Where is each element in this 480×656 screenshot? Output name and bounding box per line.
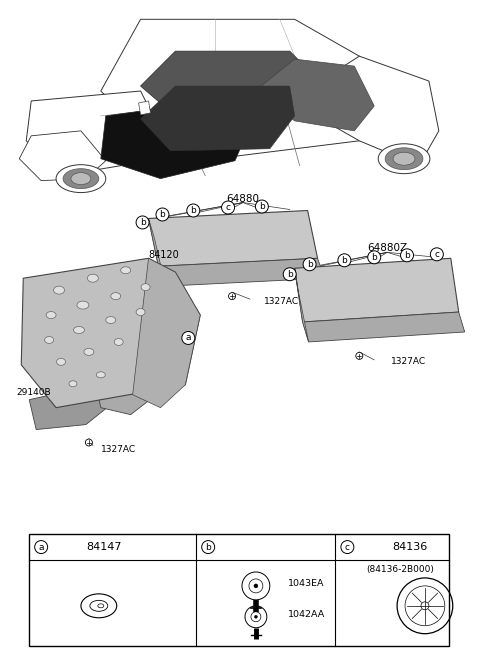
Circle shape <box>228 293 236 300</box>
Text: 1327AC: 1327AC <box>101 445 136 454</box>
Text: c: c <box>434 250 439 259</box>
Ellipse shape <box>71 173 91 184</box>
Ellipse shape <box>136 308 145 316</box>
Text: 64880: 64880 <box>227 194 260 203</box>
Text: 1043EA: 1043EA <box>288 579 324 588</box>
Ellipse shape <box>120 267 131 274</box>
Text: a: a <box>38 543 44 552</box>
Polygon shape <box>295 258 459 322</box>
Ellipse shape <box>96 372 105 378</box>
Text: 1327AC: 1327AC <box>391 358 426 366</box>
Ellipse shape <box>54 286 64 294</box>
Polygon shape <box>26 91 156 176</box>
Ellipse shape <box>141 283 150 291</box>
Ellipse shape <box>114 338 123 346</box>
Text: b: b <box>159 210 165 219</box>
Circle shape <box>85 439 92 446</box>
Ellipse shape <box>45 337 54 344</box>
Ellipse shape <box>106 317 116 323</box>
Bar <box>29 534 449 646</box>
Polygon shape <box>96 370 166 415</box>
Text: c: c <box>226 203 230 212</box>
Polygon shape <box>295 268 309 342</box>
Polygon shape <box>302 312 465 342</box>
Text: b: b <box>140 218 145 227</box>
Text: b: b <box>191 206 196 215</box>
Text: 64880Z: 64880Z <box>367 243 407 253</box>
Polygon shape <box>141 86 295 151</box>
Polygon shape <box>21 258 200 407</box>
Ellipse shape <box>56 165 106 193</box>
Ellipse shape <box>73 327 84 333</box>
Text: b: b <box>287 270 293 279</box>
Polygon shape <box>29 385 111 430</box>
Ellipse shape <box>69 380 77 387</box>
Ellipse shape <box>87 274 98 282</box>
Circle shape <box>254 615 257 618</box>
Text: b: b <box>205 543 211 552</box>
Text: b: b <box>404 251 410 260</box>
Polygon shape <box>19 131 106 180</box>
Polygon shape <box>148 211 318 266</box>
Circle shape <box>254 584 258 588</box>
Text: b: b <box>341 256 347 265</box>
Ellipse shape <box>46 312 56 319</box>
Ellipse shape <box>63 169 99 188</box>
Polygon shape <box>101 101 250 178</box>
Text: 84136: 84136 <box>392 542 428 552</box>
Polygon shape <box>290 56 439 166</box>
Polygon shape <box>255 59 374 131</box>
Polygon shape <box>132 258 200 407</box>
Text: a: a <box>186 333 191 342</box>
Text: 1327AC: 1327AC <box>264 297 299 306</box>
Polygon shape <box>101 19 389 159</box>
Text: 84147: 84147 <box>86 542 121 552</box>
Text: 84120: 84120 <box>148 251 180 260</box>
Polygon shape <box>141 51 320 116</box>
Ellipse shape <box>77 301 89 309</box>
Text: b: b <box>372 253 377 262</box>
Text: c: c <box>345 543 350 552</box>
Ellipse shape <box>111 293 120 300</box>
Ellipse shape <box>57 358 65 365</box>
Polygon shape <box>139 101 151 115</box>
Ellipse shape <box>385 148 423 170</box>
Ellipse shape <box>378 144 430 174</box>
Polygon shape <box>158 258 324 286</box>
Text: b: b <box>259 202 265 211</box>
Polygon shape <box>148 218 166 286</box>
Text: 1042AA: 1042AA <box>288 610 325 619</box>
Ellipse shape <box>84 348 94 356</box>
Text: 29140B: 29140B <box>16 388 51 398</box>
Text: b: b <box>307 260 312 269</box>
Circle shape <box>356 352 363 359</box>
Ellipse shape <box>393 152 415 165</box>
Text: (84136-2B000): (84136-2B000) <box>366 565 434 575</box>
